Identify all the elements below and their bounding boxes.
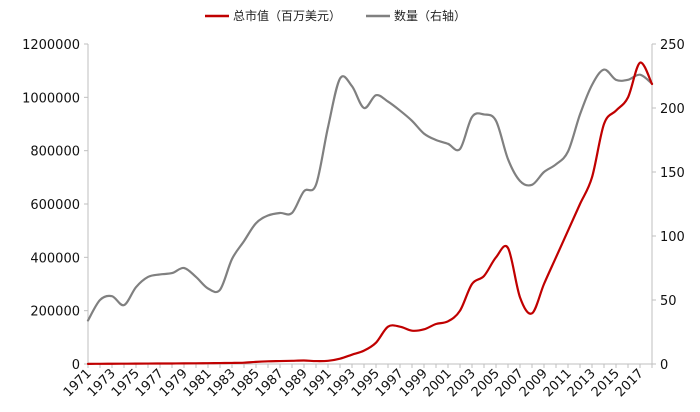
y-right-tick-label: 100 [660,230,685,245]
y-right-tick-label: 0 [660,358,668,373]
y-left-tick-label: 600000 [30,198,80,213]
y-right-tick-label: 150 [660,166,685,181]
legend-label-market-cap: 总市值（百万美元） [233,8,341,23]
legend-item-count: 数量（右轴） [366,8,466,23]
series-line-count [86,68,654,322]
y-right-tick-label: 200 [660,102,685,117]
y-left-tick-label: 0 [72,358,80,373]
y-left-tick-label: 400000 [30,251,80,266]
y-left-tick-label: 1200000 [22,38,80,53]
legend-label-count: 数量（右轴） [394,8,466,23]
x-tick-label: 2017 [613,366,647,400]
y-right-tick-label: 50 [660,294,677,309]
series-lines [86,61,654,365]
y-left-tick-label: 800000 [30,145,80,160]
legend-item-market-cap: 总市值（百万美元） [205,8,341,23]
y-right-tick-label: 250 [660,38,685,53]
y-left-tick-label: 200000 [30,305,80,320]
series-line-market-cap [86,61,654,365]
y-left-tick-label: 1000000 [22,91,80,106]
legend: 总市值（百万美元） 数量（右轴） [205,8,466,23]
axes: 0 200000 400000 600000 800000 1000000 1200000 0… [22,38,685,400]
